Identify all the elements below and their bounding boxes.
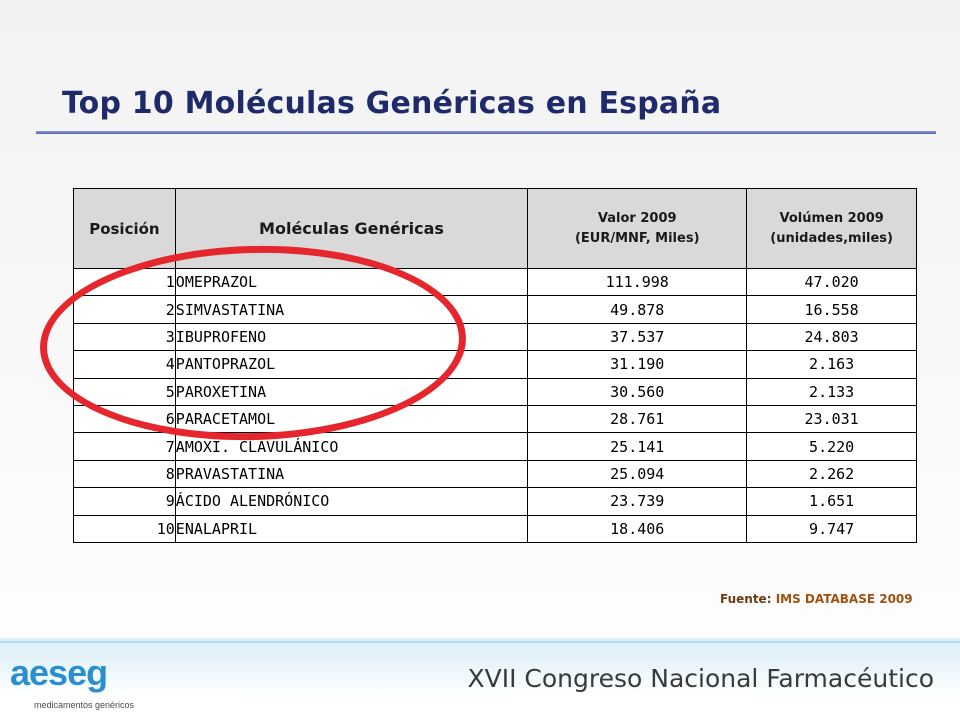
cell-value: 23.739 bbox=[527, 487, 748, 516]
aeseg-logo: aeseg medicamentos genéricos bbox=[10, 652, 160, 716]
table-header-row: Posición Moléculas Genéricas Valor 2009 … bbox=[73, 188, 917, 269]
cell-molecule: ENALAPRIL bbox=[174, 514, 529, 543]
source-note: Fuente: IMS DATABASE 2009 bbox=[720, 592, 913, 606]
cell-position: 1 bbox=[73, 267, 176, 297]
footer-divider bbox=[0, 641, 960, 643]
table-row: 3 IBUPROFENO 37.537 24.803 bbox=[73, 322, 917, 352]
header-volume: Volúmen 2009 (unidades,miles) bbox=[746, 188, 917, 269]
cell-position: 5 bbox=[73, 377, 176, 406]
cell-volume: 1.651 bbox=[746, 487, 917, 516]
cell-volume: 2.163 bbox=[746, 350, 917, 379]
header-volume-line2: (unidades,miles) bbox=[770, 230, 893, 246]
header-value-line2: (EUR/MNF, Miles) bbox=[574, 230, 700, 246]
footer-band bbox=[0, 638, 960, 720]
cell-volume: 23.031 bbox=[746, 404, 917, 434]
top-molecules-table: Posición Moléculas Genéricas Valor 2009 … bbox=[73, 188, 917, 543]
cell-position: 10 bbox=[73, 514, 176, 543]
cell-molecule: ÁCIDO ALENDRÓNICO bbox=[174, 487, 529, 516]
footer-congress-name: XVII Congreso Nacional Farmacéutico bbox=[467, 664, 934, 693]
cell-volume: 9.747 bbox=[746, 514, 917, 543]
cell-volume: 16.558 bbox=[746, 295, 917, 324]
cell-value: 111.998 bbox=[527, 267, 748, 297]
cell-position: 3 bbox=[73, 322, 176, 352]
table-row: 2 SIMVASTATINA 49.878 16.558 bbox=[73, 295, 917, 324]
header-molecule: Moléculas Genéricas bbox=[174, 188, 529, 269]
cell-molecule: PANTOPRAZOL bbox=[174, 350, 529, 379]
table-row: 7 AMOXI. CLAVULÁNICO 25.141 5.220 bbox=[73, 432, 917, 461]
cell-molecule: PRAVASTATINA bbox=[174, 459, 529, 489]
cell-volume: 2.262 bbox=[746, 459, 917, 489]
table-row: 5 PAROXETINA 30.560 2.133 bbox=[73, 377, 917, 406]
cell-value: 25.094 bbox=[527, 459, 748, 489]
cell-volume: 24.803 bbox=[746, 322, 917, 352]
header-value: Valor 2009 (EUR/MNF, Miles) bbox=[527, 188, 748, 269]
table-row: 6 PARACETAMOL 28.761 23.031 bbox=[73, 404, 917, 434]
cell-value: 25.141 bbox=[527, 432, 748, 461]
cell-position: 4 bbox=[73, 350, 176, 379]
header-volume-line1: Volúmen 2009 bbox=[779, 210, 884, 226]
cell-value: 49.878 bbox=[527, 295, 748, 324]
source-text: IMS DATABASE 2009 bbox=[775, 592, 913, 606]
cell-position: 9 bbox=[73, 487, 176, 516]
logo-wordmark: aeseg bbox=[10, 652, 108, 693]
cell-volume: 47.020 bbox=[746, 267, 917, 297]
header-position: Posición bbox=[73, 188, 176, 269]
slide-title: Top 10 Moléculas Genéricas en España bbox=[62, 86, 722, 121]
logo-subtitle: medicamentos genéricos bbox=[34, 700, 135, 710]
cell-position: 6 bbox=[73, 404, 176, 434]
cell-molecule: PAROXETINA bbox=[174, 377, 529, 406]
cell-position: 7 bbox=[73, 432, 176, 461]
cell-molecule: IBUPROFENO bbox=[174, 322, 529, 352]
header-value-line1: Valor 2009 bbox=[597, 210, 677, 226]
table-row: 9 ÁCIDO ALENDRÓNICO 23.739 1.651 bbox=[73, 487, 917, 516]
cell-molecule: OMEPRAZOL bbox=[174, 267, 529, 297]
cell-volume: 5.220 bbox=[746, 432, 917, 461]
table-row: 4 PANTOPRAZOL 31.190 2.163 bbox=[73, 350, 917, 379]
cell-value: 31.190 bbox=[527, 350, 748, 379]
table-row: 1 OMEPRAZOL 111.998 47.020 bbox=[73, 267, 917, 297]
cell-volume: 2.133 bbox=[746, 377, 917, 406]
cell-position: 8 bbox=[73, 459, 176, 489]
cell-molecule: SIMVASTATINA bbox=[174, 295, 529, 324]
source-label: Fuente: bbox=[720, 592, 772, 606]
cell-position: 2 bbox=[73, 295, 176, 324]
cell-value: 37.537 bbox=[527, 322, 748, 352]
cell-value: 28.761 bbox=[527, 404, 748, 434]
title-underline bbox=[36, 131, 936, 134]
cell-value: 30.560 bbox=[527, 377, 748, 406]
cell-molecule: PARACETAMOL bbox=[174, 404, 529, 434]
cell-molecule: AMOXI. CLAVULÁNICO bbox=[174, 432, 529, 461]
table-row: 10 ENALAPRIL 18.406 9.747 bbox=[73, 514, 917, 543]
table-row: 8 PRAVASTATINA 25.094 2.262 bbox=[73, 459, 917, 489]
cell-value: 18.406 bbox=[527, 514, 748, 543]
